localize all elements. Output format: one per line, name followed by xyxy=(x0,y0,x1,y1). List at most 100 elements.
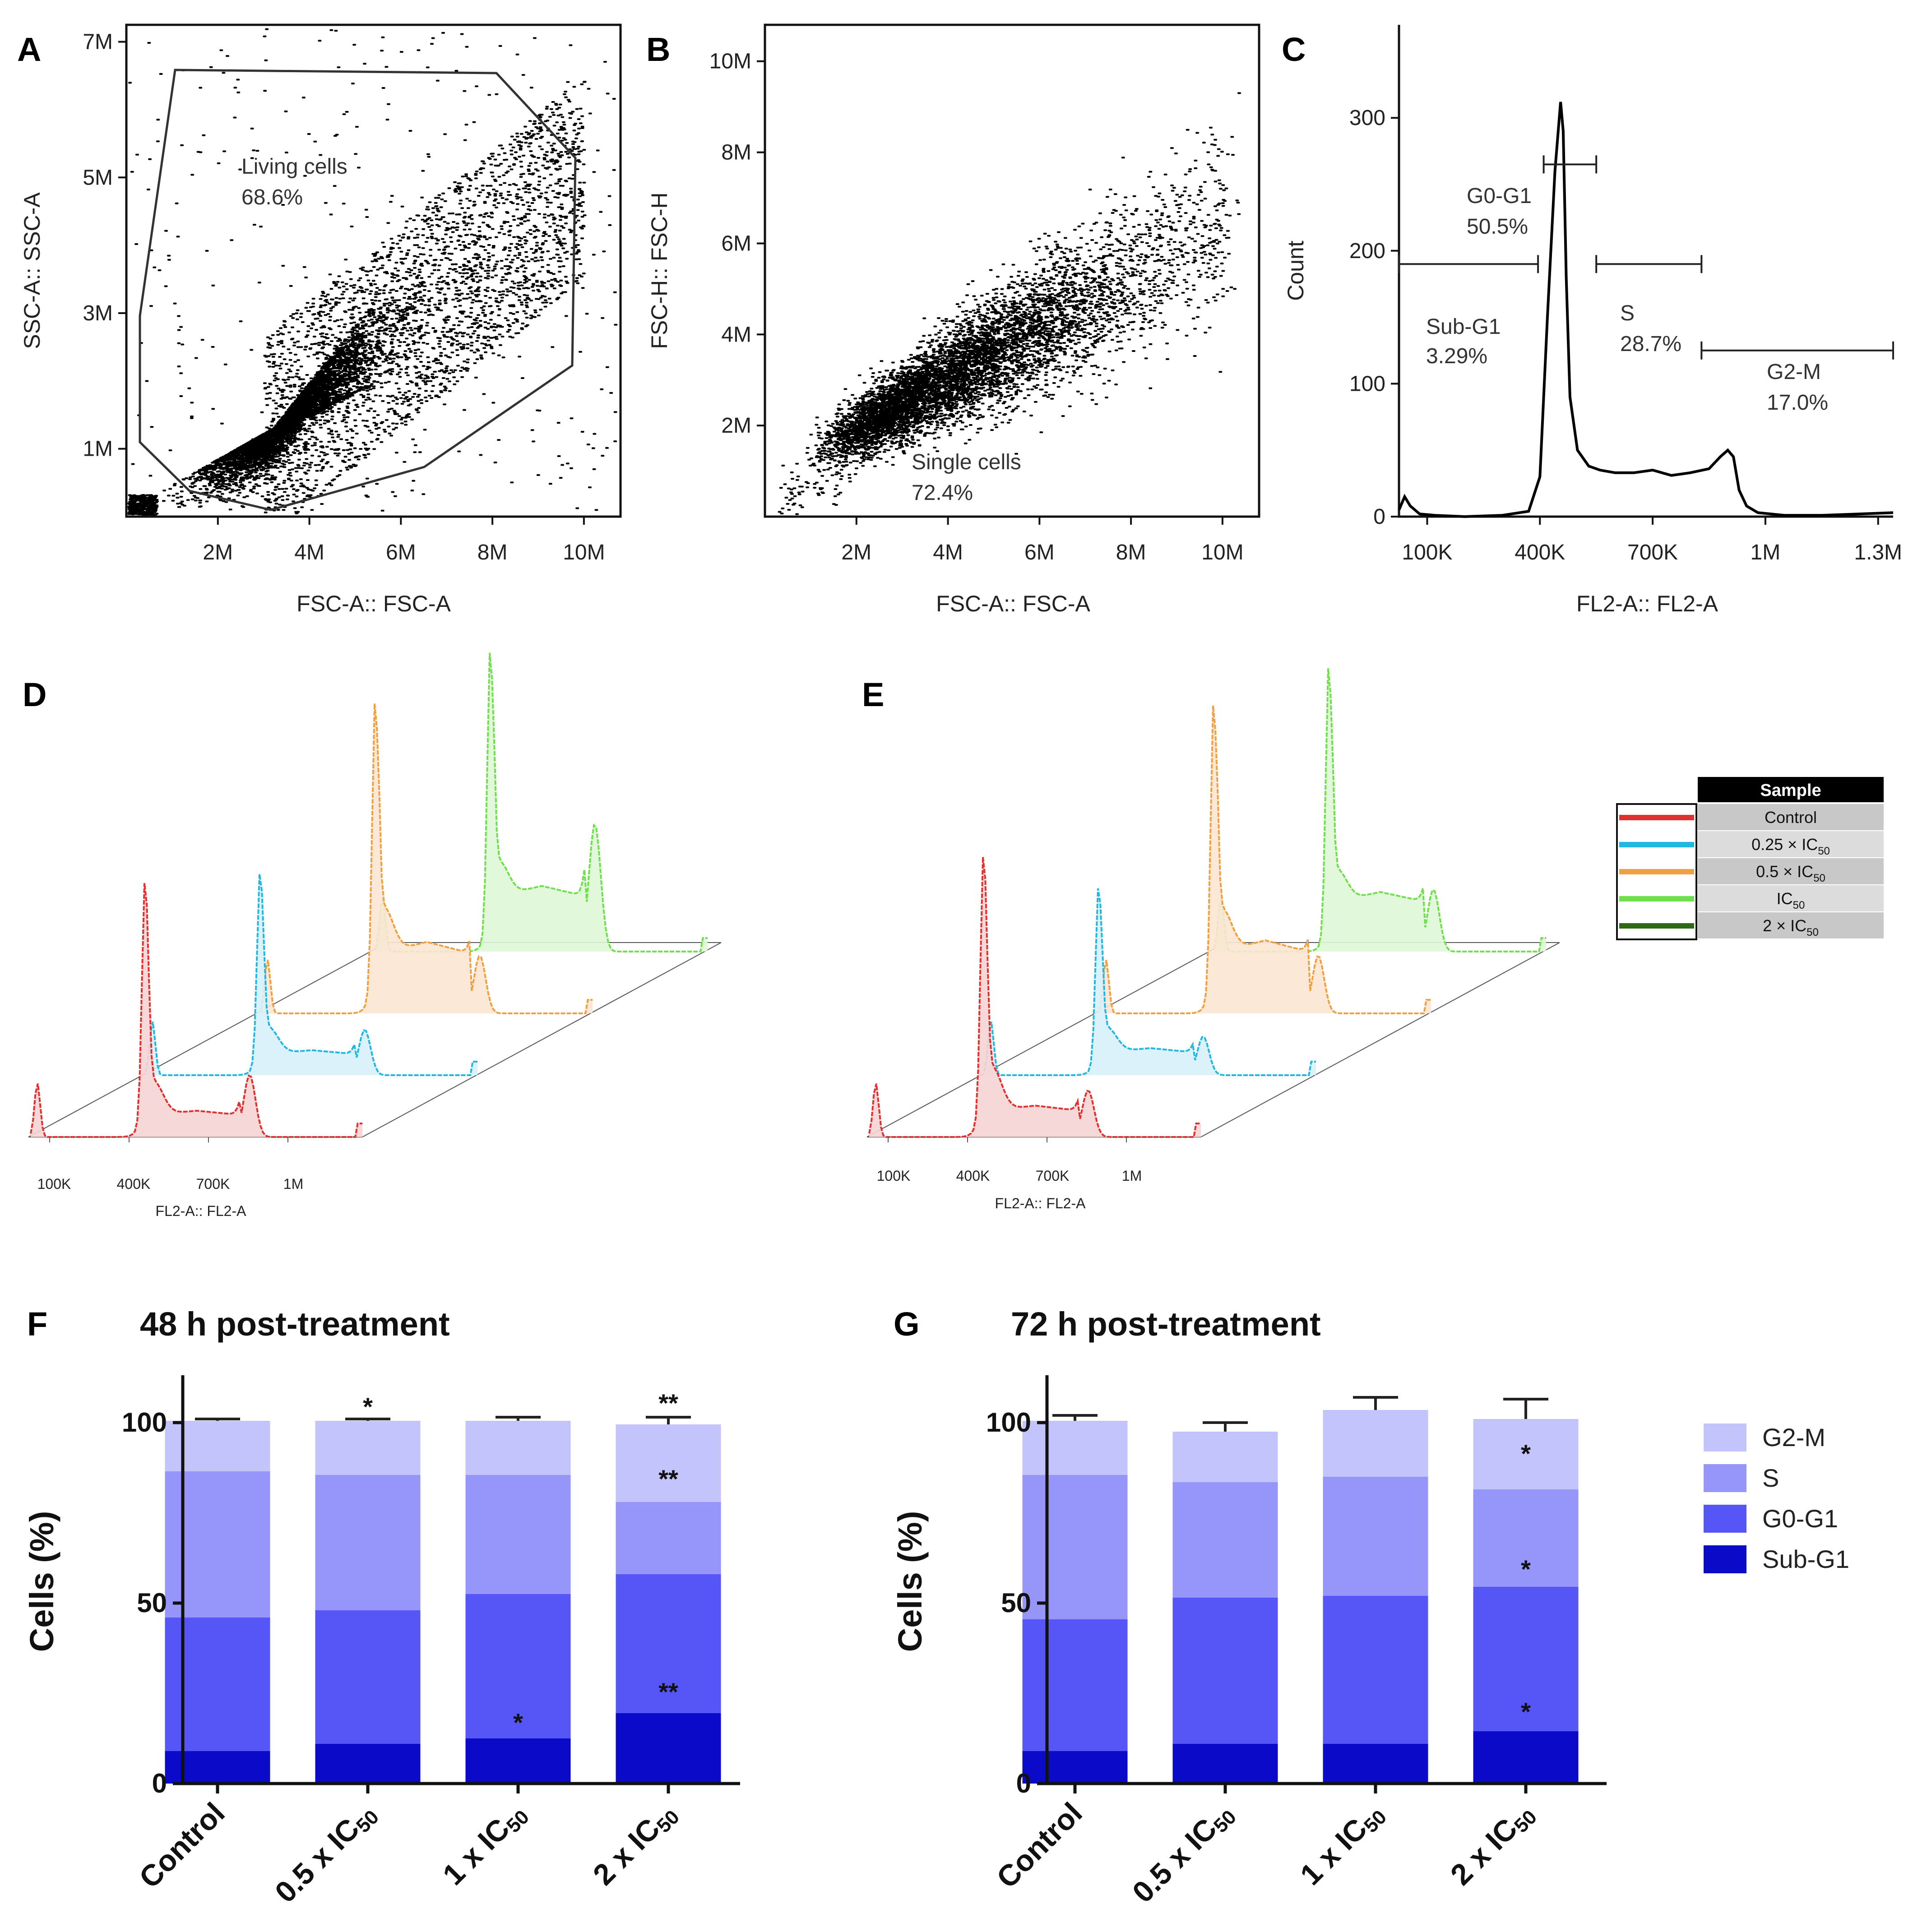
sample-legend-row-bg xyxy=(1698,912,1884,938)
panel-e-tick-400k: 400K xyxy=(956,1168,990,1184)
panelG-bar-segment xyxy=(1022,1619,1128,1751)
panelG-bar-segment xyxy=(1323,1744,1428,1784)
panel-letter-a: A xyxy=(17,31,41,68)
panel-letter-e: E xyxy=(862,676,884,713)
panelG-bar-segment xyxy=(1323,1477,1428,1596)
sample-legend-row-bg xyxy=(1698,804,1884,830)
stagger-histogram-line xyxy=(1098,705,1431,1014)
panel-b-y-axis: 2M 4M 6M 8M 10M xyxy=(709,50,765,438)
panel-d-x-axis: 100K 400K 700K 1M FL2-A:: FL2-A xyxy=(37,1176,304,1219)
panelF-bar-segment xyxy=(315,1610,421,1744)
panel-a-scatter: Living cells 68.6% 2M 4M 6M 8M 10M 1M3M5M7M … xyxy=(19,23,622,616)
panel-d-tick-1m: 1M xyxy=(283,1176,303,1192)
panel-d-tick-400k: 400K xyxy=(117,1176,151,1192)
panelG-significance: * xyxy=(1521,1555,1531,1583)
panel-b-gate-percent: 72.4% xyxy=(912,481,973,505)
panel-b-x-tick-label: 8M xyxy=(1116,541,1146,564)
panel-a-dots xyxy=(127,28,618,516)
panel-b-x-tick-label: 2M xyxy=(841,541,871,564)
panel-d-tick-700k: 700K xyxy=(196,1176,230,1192)
panel-d-x-label: FL2-A:: FL2-A xyxy=(156,1203,247,1219)
panel-c-gate-name: Sub-G1 xyxy=(1426,315,1501,339)
sample-legend-label: 2 × IC50 xyxy=(1763,916,1819,938)
panelG-bar-segment xyxy=(1172,1432,1278,1482)
phase-legend-label: G2-M xyxy=(1762,1423,1825,1451)
panel-c-histogram: Sub-G1 3.29% G0-G1 50.5% S 28.7% G2-M 17.0% 100… xyxy=(1283,25,1902,616)
panelG-bar-segment xyxy=(1022,1421,1128,1475)
stagger-histogram-fill xyxy=(1214,668,1546,952)
panel-b-y-tick-label: 4M xyxy=(721,323,751,347)
panelF-bar-segment xyxy=(616,1502,721,1574)
panel-a-x-tick-label: 6M xyxy=(386,541,416,564)
panelF-significance: ** xyxy=(658,1678,678,1706)
panel-d-tick-100k: 100K xyxy=(37,1176,71,1192)
sample-legend-row-bg xyxy=(1698,831,1884,857)
panel-a-living-cells-gate xyxy=(139,69,577,511)
sample-legend-header: Sample xyxy=(1760,781,1821,800)
panel-b-x-label: FSC-A:: FSC-A xyxy=(936,591,1090,616)
stagger-guide-left xyxy=(28,942,388,1137)
sample-legend-label: Control xyxy=(1765,808,1817,827)
panelF-significance: * xyxy=(363,1392,373,1421)
panel-a-y-tick-label: 7M xyxy=(83,30,113,54)
panelG-bar-segment xyxy=(1172,1482,1278,1598)
panelG-bar-segment xyxy=(1473,1489,1579,1587)
panel-b-y-tick-label: 10M xyxy=(709,50,751,74)
panelG-significance: * xyxy=(1521,1439,1531,1468)
panel-c-gate-percent: 17.0% xyxy=(1767,391,1828,415)
panel-g-title: 72 h post-treatment xyxy=(1011,1305,1321,1343)
phase-legend-swatch xyxy=(1704,1505,1746,1533)
panel-e-x-axis: 100K 400K 700K 1M FL2-A:: FL2-A xyxy=(877,1168,1142,1211)
panel-b-events xyxy=(778,92,1241,515)
panelF-significance: * xyxy=(513,1708,523,1737)
panel-g-bars: * * * xyxy=(1022,1396,1579,1784)
panel-letter-b: B xyxy=(646,31,670,68)
panelG-bar-segment xyxy=(1473,1587,1579,1731)
phase-legend: G2-M S G0-G1 Sub-G1 xyxy=(1704,1423,1849,1573)
panelF-bar-segment xyxy=(465,1738,571,1784)
phase-legend-label: S xyxy=(1762,1464,1779,1492)
panel-c-y-tick-label: 0 xyxy=(1373,505,1385,529)
phase-legend-swatch xyxy=(1704,1464,1746,1492)
panel-b-y-tick-label: 6M xyxy=(721,231,751,255)
panel-e-x-label: FL2-A:: FL2-A xyxy=(995,1195,1086,1211)
panel-c-gates: Sub-G1 3.29% G0-G1 50.5% S 28.7% G2-M 17.0% xyxy=(1398,155,1894,415)
panel-c-gate-percent: 50.5% xyxy=(1467,215,1528,239)
panel-b-x-tick-label: 10M xyxy=(1201,541,1243,564)
panel-b-y-tick-label: 2M xyxy=(721,414,751,438)
panel-b-scatter: Single cells 72.4% 2M 4M 6M 8M 10M 2M 4M 6M 8M 1… xyxy=(647,23,1260,616)
phase-legend-swatch xyxy=(1704,1424,1746,1451)
panel-c-y-label: Count xyxy=(1283,240,1308,301)
stagger-histogram-fill xyxy=(376,653,708,952)
sample-legend-label: 0.25 × IC50 xyxy=(1751,835,1830,857)
panel-a-x-tick-label: 2M xyxy=(203,541,233,564)
stagger-histogram-fill xyxy=(261,703,593,1013)
panel-a-x-tick-label: 8M xyxy=(477,541,508,564)
panel-e-tick-700k: 700K xyxy=(1036,1168,1070,1184)
panel-b-dots xyxy=(778,92,1241,515)
panel-c-x-tick-label: 1.3M xyxy=(1854,541,1902,564)
panel-e-staggered-histograms xyxy=(866,668,1560,1142)
panel-c-y-tick-label: 200 xyxy=(1349,239,1385,263)
stagger-histogram-line xyxy=(868,857,1201,1138)
stagger-histogram-line xyxy=(983,888,1316,1076)
stagger-histogram-line xyxy=(30,883,362,1138)
panel-b-plot-frame xyxy=(764,23,1260,518)
panel-c-gate-percent: 3.29% xyxy=(1426,344,1487,368)
panelF-bar-segment xyxy=(165,1471,270,1618)
panelF-y-tick-label: 100 xyxy=(122,1407,167,1437)
panel-c-gate-name: S xyxy=(1620,301,1635,325)
panelG-y-tick-label: 50 xyxy=(1001,1588,1031,1618)
panelG-y-tick-label: 0 xyxy=(1016,1768,1031,1798)
panel-b-x-tick-label: 6M xyxy=(1024,541,1055,564)
panelG-bar-segment xyxy=(1172,1598,1278,1744)
panelG-bar-segment xyxy=(1323,1410,1428,1477)
panel-c-x-tick-label: 1M xyxy=(1751,541,1781,564)
panel-f-y-axis: 0 50 100 xyxy=(122,1407,183,1798)
stagger-guide-right xyxy=(1200,942,1560,1137)
panelF-bar-segment xyxy=(616,1574,721,1713)
panel-a-plot-frame xyxy=(125,23,622,518)
panel-c-gate-name: G2-M xyxy=(1767,360,1821,384)
